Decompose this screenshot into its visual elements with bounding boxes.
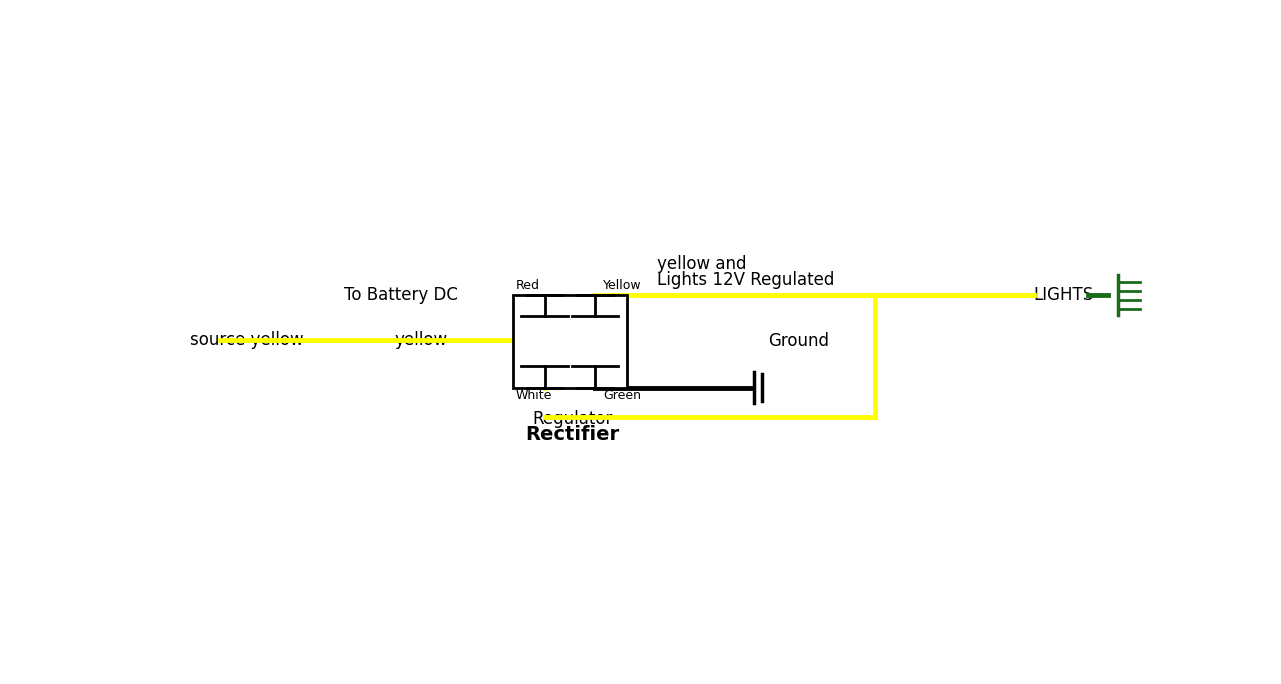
- Text: Red: Red: [515, 278, 539, 291]
- Text: yellow: yellow: [395, 331, 448, 349]
- Text: yellow and: yellow and: [657, 254, 746, 273]
- Text: Regulator: Regulator: [532, 410, 612, 428]
- Text: source yellow: source yellow: [190, 331, 304, 349]
- Bar: [512, 295, 626, 388]
- Text: White: White: [515, 389, 552, 402]
- Text: Rectifier: Rectifier: [525, 425, 619, 445]
- Text: Ground: Ground: [767, 332, 829, 350]
- Text: Lights 12V Regulated: Lights 12V Regulated: [657, 271, 834, 289]
- Text: Yellow: Yellow: [603, 278, 642, 291]
- Text: To Battery DC: To Battery DC: [343, 287, 457, 304]
- Text: LIGHTS: LIGHTS: [1034, 287, 1094, 304]
- Text: Green: Green: [603, 389, 640, 402]
